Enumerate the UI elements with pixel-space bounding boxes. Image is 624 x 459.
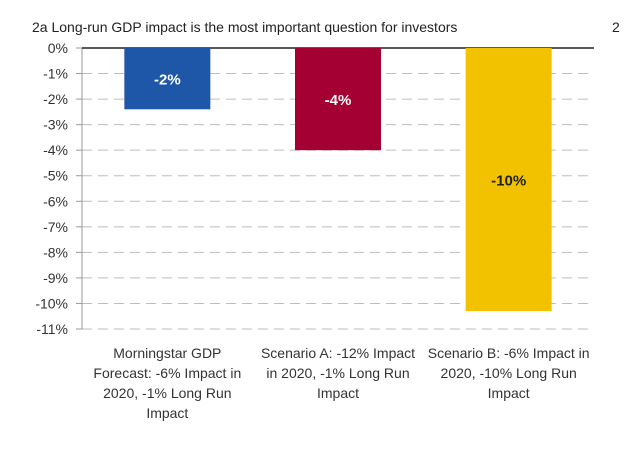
y-tick-label: -6% — [43, 193, 68, 209]
bars — [124, 48, 552, 312]
x-category-label: Impact — [488, 385, 530, 401]
next-chart-label: 2 — [612, 19, 620, 35]
bar — [295, 48, 381, 151]
y-tick-label: -1% — [43, 66, 68, 82]
x-axis-categories: Morningstar GDP Forecast: -6% Impact in 20… — [93, 345, 589, 421]
x-category-label: 2020, -10% Long Run — [441, 365, 577, 381]
y-tick-label: -5% — [43, 168, 68, 184]
x-category-label: Impact — [146, 405, 188, 421]
x-category-label: Scenario B: -6% Impact in — [428, 345, 590, 361]
bar-data-label: -10% — [491, 173, 526, 190]
bar-data-label: -4% — [325, 92, 352, 109]
y-tick-label: -2% — [43, 91, 68, 107]
x-category-label: Morningstar GDP — [113, 345, 221, 361]
y-tick-label: 0% — [48, 40, 68, 56]
chart-title: 2a Long-run GDP impact is the most impor… — [32, 19, 457, 35]
y-tick-label: -8% — [43, 244, 68, 260]
y-tick-label: -11% — [36, 321, 68, 337]
x-category-label: Scenario A: -12% Impact — [261, 345, 415, 361]
bar — [124, 48, 211, 110]
y-tick-label: -9% — [43, 270, 68, 286]
y-tick-label: -3% — [43, 117, 68, 133]
x-category-label: in 2020, -1% Long Run — [266, 365, 409, 381]
bar-data-labels: -2% -4% -10% — [154, 72, 526, 190]
x-category-label: 2020, -1% Long Run — [103, 385, 231, 401]
bar-data-label: -2% — [154, 72, 181, 89]
y-tick-label: -4% — [43, 142, 68, 158]
bar — [465, 48, 552, 312]
x-category-label: Forecast: -6% Impact in — [93, 365, 241, 381]
x-category-label: Impact — [317, 385, 359, 401]
y-tick-label: -10% — [35, 295, 68, 311]
y-tick-label: -7% — [43, 219, 68, 235]
